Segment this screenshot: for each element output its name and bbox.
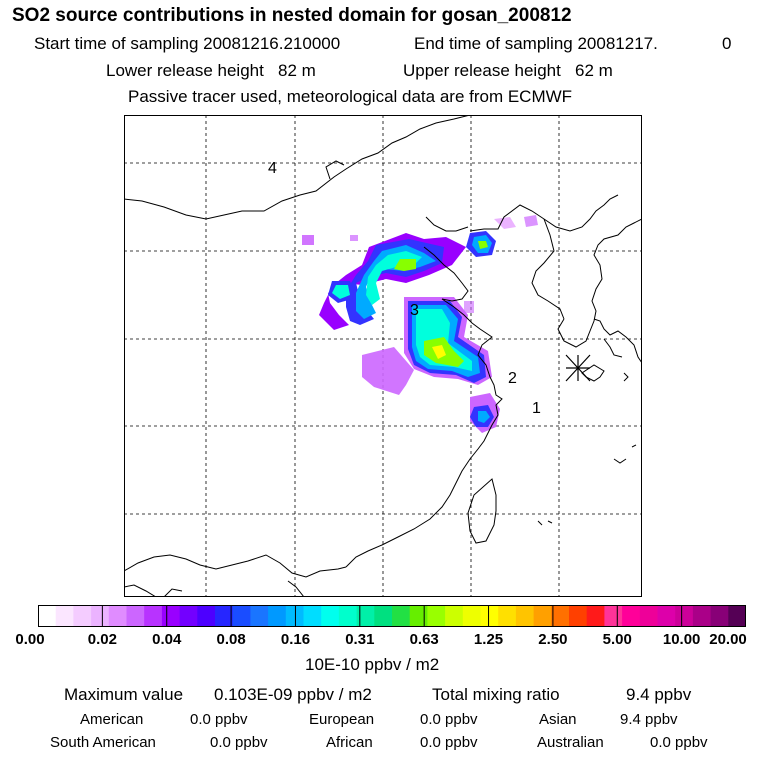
colorbar-cell <box>604 605 623 627</box>
max-value-label: Maximum value <box>64 685 184 704</box>
region-label: 1 <box>532 400 541 417</box>
colorbar-cell <box>126 605 145 627</box>
colorbar-cell <box>551 605 570 627</box>
page-title: SO2 source contributions in nested domai… <box>12 5 572 26</box>
plume-spot <box>524 215 538 227</box>
colorbar-cell <box>710 605 729 627</box>
colorbar-cell <box>515 605 535 627</box>
colorbar-cell <box>268 605 287 627</box>
region-name: African <box>326 734 373 751</box>
colorbar-tick-label: 2.50 <box>538 631 568 648</box>
colorbar-cell <box>498 605 517 627</box>
upper-release-height: Upper release height 62 m <box>403 61 613 80</box>
start-time-label: Start time of sampling 20081216.210000 <box>34 34 341 53</box>
colorbar-tick-label: 0.16 <box>280 631 311 648</box>
colorbar-tick-label: 0.04 <box>152 631 182 648</box>
colorbar-cell <box>533 605 552 627</box>
colorbar-tick-label: 0.00 <box>15 631 45 648</box>
plume-spot <box>350 235 358 241</box>
plume-sources <box>302 215 538 433</box>
colorbar-cell <box>55 605 74 627</box>
region-name: European <box>309 711 375 728</box>
colorbar-cell <box>38 605 57 627</box>
total-mixing-ratio-label: Total mixing ratio <box>432 685 560 704</box>
plume-spot <box>302 235 314 245</box>
colorbar <box>38 605 746 627</box>
colorbar-tick-label: 0.08 <box>216 631 246 648</box>
region-value: 0.0 ppbv <box>210 734 268 751</box>
colorbar-cell <box>728 605 746 627</box>
colorbar-cell <box>250 605 269 627</box>
colorbar-tick-label: 10.00 <box>662 631 701 648</box>
plume-dalian <box>466 231 496 257</box>
colorbar-cell <box>303 605 322 627</box>
coastlines-borders <box>124 115 642 597</box>
receptor-asterisk <box>565 354 591 382</box>
colorbar-cell <box>91 605 110 627</box>
colorbar-cell <box>321 605 340 627</box>
colorbar-cell <box>569 605 588 627</box>
colorbar-cell <box>215 605 234 627</box>
colorbar-tick-label: 0.63 <box>409 631 439 648</box>
colorbar-cell <box>409 605 428 627</box>
tracer-note: Passive tracer used, meteorological data… <box>128 87 573 106</box>
colorbar-cell <box>462 605 482 627</box>
colorbar-cell <box>692 605 712 627</box>
colorbar-cell <box>179 605 198 627</box>
colorbar-cell <box>445 605 464 627</box>
plume-spot <box>494 217 516 229</box>
region-value: 0.0 ppbv <box>420 711 478 728</box>
region-name: Australian <box>537 734 604 751</box>
lower-release-height: Lower release height 82 m <box>106 61 316 80</box>
region-label: 2 <box>508 370 517 387</box>
colorbar-cell <box>197 605 216 627</box>
region-name: American <box>80 711 144 728</box>
colorbar-cell <box>73 605 92 627</box>
colorbar-cell <box>639 605 659 627</box>
colorbar-cell <box>586 605 605 627</box>
map-panel: 4 3 2 1 <box>124 115 642 597</box>
region-name: South American <box>50 734 156 751</box>
plume-beijing <box>319 233 466 395</box>
colorbar-tick-label: 1.25 <box>473 631 504 648</box>
colorbar-cell <box>480 605 499 627</box>
colorbar-cell <box>427 605 446 627</box>
total-mixing-ratio-value: 9.4 ppbv <box>626 685 692 704</box>
colorbar-tick-label: 5.00 <box>602 631 632 648</box>
colorbar-cell <box>232 605 251 627</box>
end-time-suffix: 0 <box>722 34 732 53</box>
region-label: 4 <box>268 160 277 177</box>
colorbar-cell <box>622 605 641 627</box>
region-value: 0.0 ppbv <box>420 734 478 751</box>
colorbar-cell <box>675 605 694 627</box>
plume-spot <box>464 301 474 313</box>
colorbar-cell <box>108 605 128 627</box>
plume-shandong <box>404 297 492 385</box>
region-value: 0.0 ppbv <box>650 734 708 751</box>
region-value: 0.0 ppbv <box>190 711 248 728</box>
colorbar-cell <box>338 605 358 627</box>
region-value: 9.4 ppbv <box>620 711 678 728</box>
colorbar-cell <box>285 605 305 627</box>
colorbar-cell <box>657 605 676 627</box>
colorbar-cell <box>374 605 393 627</box>
max-value: 0.103E-09 ppbv / m2 <box>214 685 372 704</box>
region-name: Asian <box>539 711 577 728</box>
end-time-label: End time of sampling 20081217. <box>414 34 658 53</box>
plume-shanghai <box>470 393 500 433</box>
colorbar-units: 10E-10 ppbv / m2 <box>305 655 440 674</box>
colorbar-tick-label: 0.02 <box>87 631 117 648</box>
region-label: 3 <box>410 302 419 319</box>
colorbar-cell <box>392 605 411 627</box>
colorbar-cell <box>144 605 163 627</box>
colorbar-tick-label: 20.00 <box>709 631 747 648</box>
colorbar-cell <box>161 605 181 627</box>
colorbar-tick-label: 0.31 <box>345 631 375 648</box>
colorbar-cell <box>356 605 375 627</box>
